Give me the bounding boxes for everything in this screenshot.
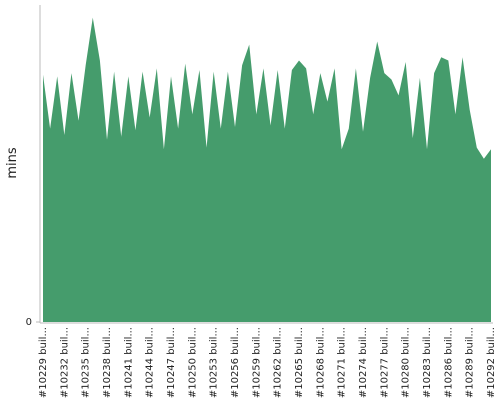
x-tick-label: #10271 buil... bbox=[337, 327, 348, 398]
x-tick-label: #10247 buil... bbox=[166, 327, 177, 398]
x-tick-label: #10283 buil... bbox=[422, 327, 433, 398]
x-tick-label: #10259 buil... bbox=[251, 327, 262, 398]
x-tick-label: #10250 buil... bbox=[187, 327, 198, 398]
x-tick-label: #10292 buil... bbox=[486, 327, 497, 398]
area bbox=[43, 17, 491, 323]
x-tick-label: #10262 buil... bbox=[273, 327, 284, 398]
y-axis-label: mins bbox=[5, 147, 20, 179]
x-tick-label: #10235 buil... bbox=[81, 327, 92, 398]
x-tick-label: #10241 buil... bbox=[123, 327, 134, 398]
x-tick-label: #10244 buil... bbox=[145, 327, 156, 398]
x-tick-label: #10274 buil... bbox=[358, 327, 369, 398]
y-tick-label: 0 bbox=[26, 317, 32, 328]
x-tick-label: #10277 buil... bbox=[379, 327, 390, 398]
x-tick-label: #10256 buil... bbox=[230, 327, 241, 398]
x-tick-label: #10289 buil... bbox=[465, 327, 476, 398]
x-tick-label: #10253 buil... bbox=[209, 327, 220, 398]
x-tick-label: #10229 buil... bbox=[38, 327, 49, 398]
x-tick-label: #10265 buil... bbox=[294, 327, 305, 398]
x-tick-label: #10232 buil... bbox=[59, 327, 70, 398]
x-tick-label: #10280 buil... bbox=[401, 327, 412, 398]
x-tick-label: #10268 buil... bbox=[315, 327, 326, 398]
x-tick-label: #10286 buil... bbox=[443, 327, 454, 398]
x-tick-label: #10238 buil... bbox=[102, 327, 113, 398]
